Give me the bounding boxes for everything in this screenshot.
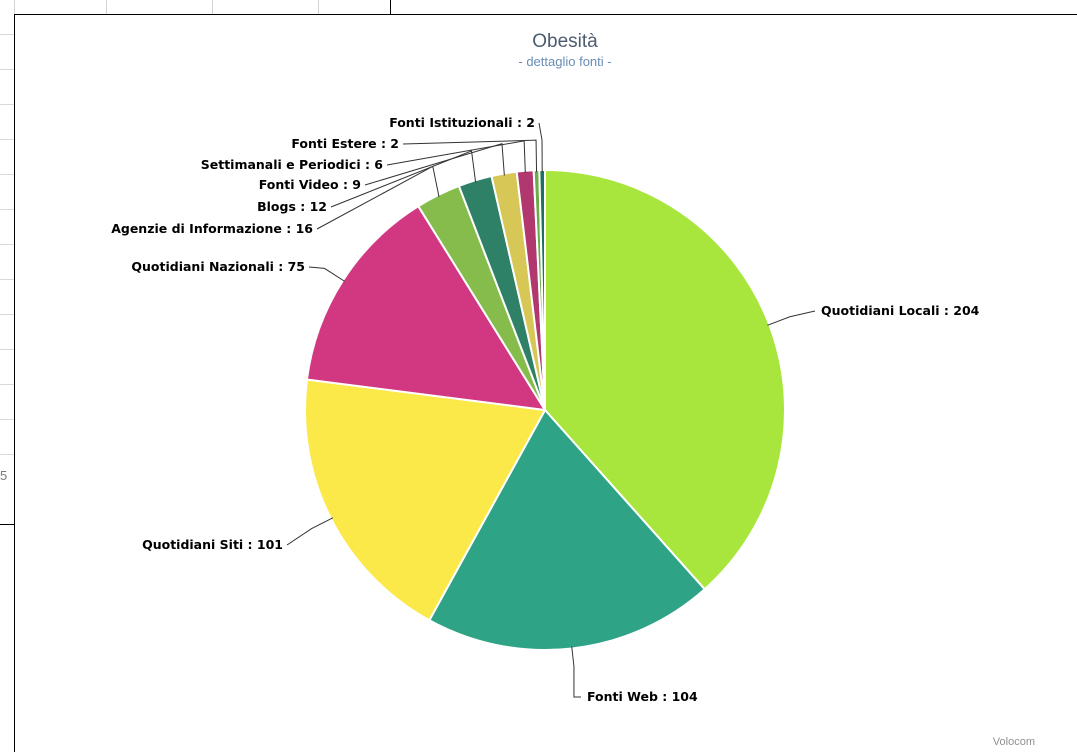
slice-label: Quotidiani Siti : 101 — [142, 537, 283, 552]
label-connector — [308, 266, 346, 282]
label-connectors — [286, 122, 816, 698]
label-connector — [364, 143, 505, 186]
pie-slices — [304, 168, 786, 651]
label-connector — [571, 646, 581, 698]
chart-subtitle: - dettaglio fonti - — [518, 54, 611, 69]
pie-chart: Obesità - dettaglio fonti - Quotidiani L… — [111, 31, 1035, 748]
slice-label: Quotidiani Locali : 204 — [821, 303, 980, 318]
chart-container: Obesità - dettaglio fonti - Quotidiani L… — [14, 14, 1077, 752]
slice-label: Fonti Estere : 2 — [291, 136, 399, 151]
slice-label: Fonti Web : 104 — [587, 689, 698, 704]
label-connector — [402, 139, 538, 173]
label-connector — [767, 310, 816, 326]
slice-label: Quotidiani Nazionali : 75 — [131, 259, 305, 274]
chart-credit: Volocom — [993, 736, 1035, 748]
label-connector — [330, 150, 477, 208]
slice-label: Agenzie di Informazione : 16 — [111, 221, 313, 236]
slice-label: Settimanali e Periodici : 6 — [201, 157, 384, 172]
slice-label: Fonti Istituzionali : 2 — [389, 115, 535, 130]
label-connector — [538, 122, 543, 173]
spreadsheet-top-cells — [14, 0, 390, 15]
label-connector — [286, 517, 334, 546]
side-cell-number: 5 — [0, 468, 8, 483]
slice-label: Fonti Video : 9 — [259, 177, 361, 192]
chart-title: Obesità — [532, 31, 598, 52]
slice-label: Blogs : 12 — [257, 199, 327, 214]
slice-labels: Quotidiani Locali : 204 Fonti Web : 104 Qu… — [111, 115, 979, 704]
frame-divider — [390, 0, 391, 14]
frame-divider-horizontal — [0, 524, 14, 525]
spreadsheet-grid-strip — [0, 0, 15, 470]
